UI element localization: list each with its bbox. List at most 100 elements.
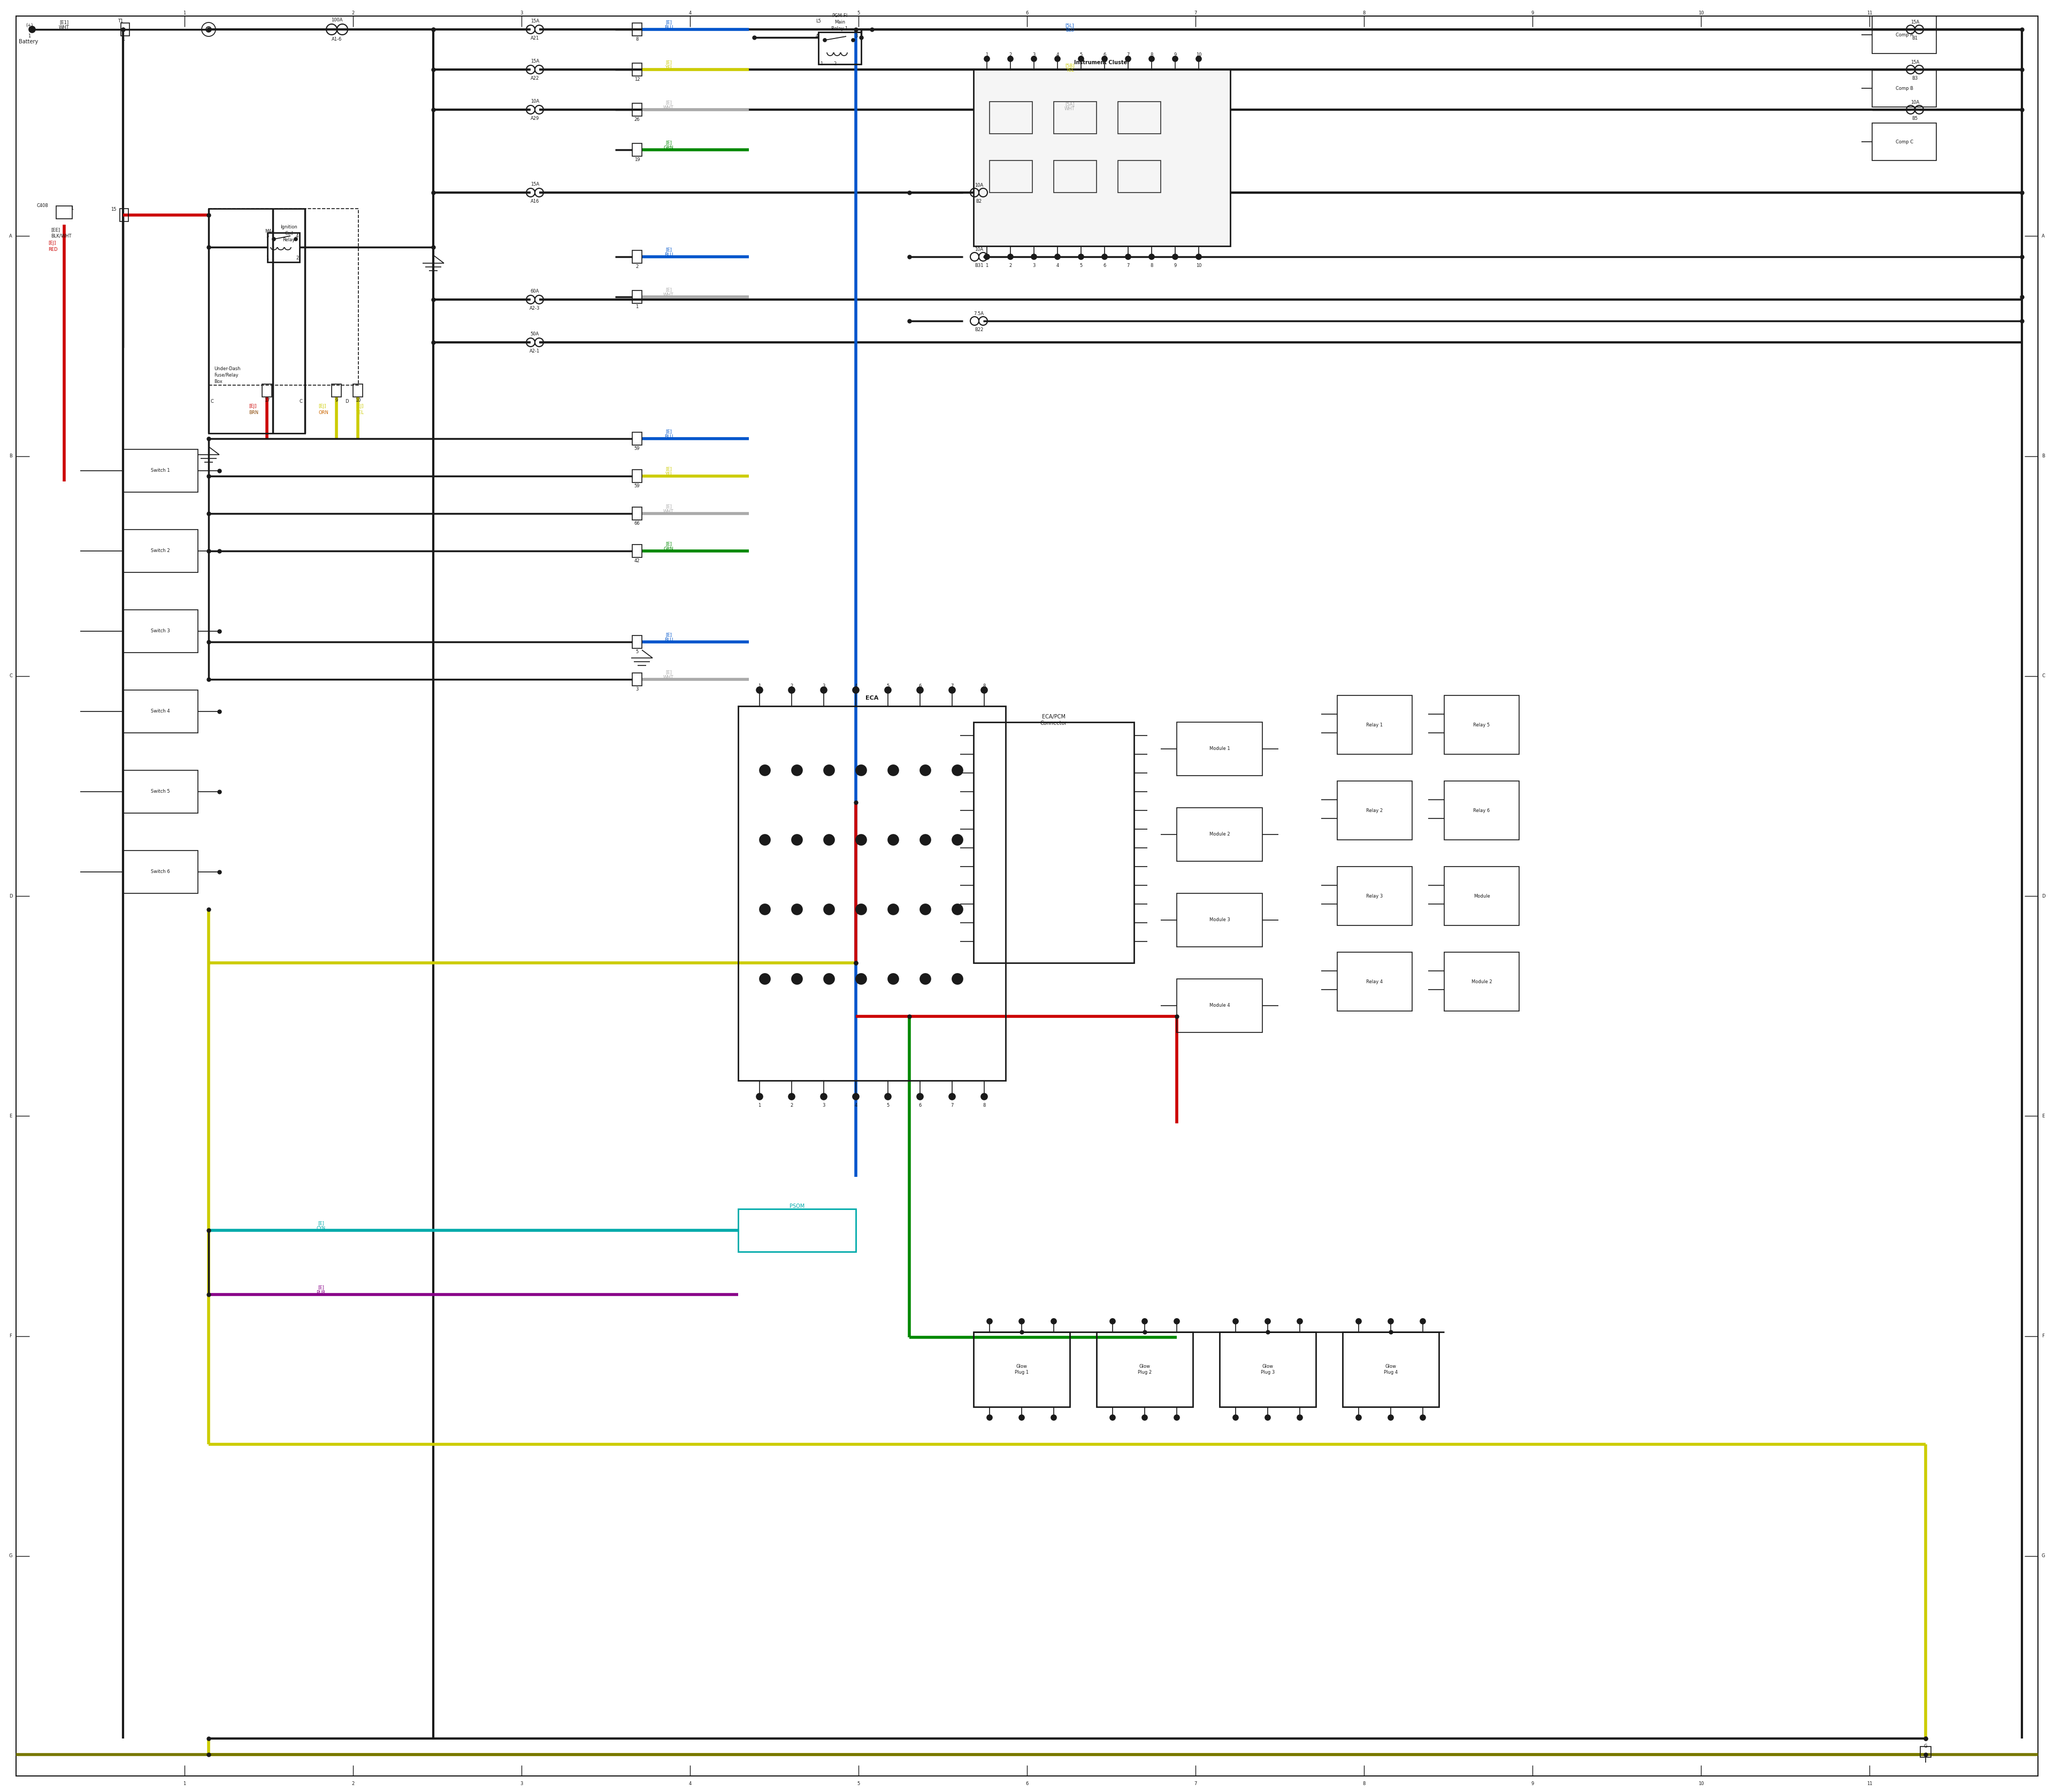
Text: WHT: WHT [663, 676, 674, 679]
Circle shape [1142, 1319, 1148, 1324]
Bar [633, 507, 641, 520]
Bar [1054, 102, 1097, 134]
Text: [E]: [E] [665, 633, 672, 638]
Bar [1220, 1331, 1317, 1407]
Text: [E]: [E] [665, 287, 672, 292]
Bar [1343, 1331, 1440, 1407]
Text: [E]: [E] [665, 428, 672, 434]
Text: 12: 12 [635, 77, 641, 82]
Circle shape [273, 238, 275, 240]
Circle shape [760, 835, 770, 846]
Bar [633, 545, 641, 557]
Text: 10A: 10A [974, 183, 984, 188]
Text: 10A: 10A [530, 99, 540, 104]
Text: ECA: ECA [865, 695, 879, 701]
Text: 1: 1 [820, 61, 824, 66]
Text: 5: 5 [887, 683, 889, 688]
Text: B1: B1 [1912, 36, 1918, 41]
Text: C: C [8, 674, 12, 679]
Circle shape [920, 903, 930, 914]
Circle shape [1031, 254, 1037, 260]
Text: [E]: [E] [665, 20, 672, 25]
Text: ORN: ORN [318, 410, 329, 416]
Text: A22: A22 [530, 75, 540, 81]
Text: Relay 1: Relay 1 [1366, 722, 1382, 728]
Text: 1: 1 [183, 1781, 187, 1787]
Circle shape [920, 973, 930, 984]
Text: (+): (+) [27, 23, 33, 29]
Bar [353, 383, 364, 396]
Text: WHT: WHT [663, 292, 674, 297]
Bar [1871, 124, 1937, 161]
Bar [123, 851, 197, 894]
Circle shape [1419, 1416, 1425, 1421]
Bar [737, 706, 1006, 1081]
Circle shape [1265, 1319, 1269, 1324]
Text: YEL: YEL [355, 410, 364, 416]
Text: YEL: YEL [665, 471, 672, 477]
Circle shape [1419, 1319, 1425, 1324]
Bar [990, 102, 1033, 134]
Bar [633, 290, 641, 303]
Circle shape [1019, 1416, 1025, 1421]
Text: Glow
Plug 4: Glow Plug 4 [1384, 1364, 1397, 1374]
Text: Relay: Relay [283, 238, 296, 242]
Text: [E1]: [E1] [60, 20, 68, 25]
Text: [EJ]: [EJ] [47, 240, 55, 246]
Text: 8: 8 [635, 38, 639, 41]
Circle shape [852, 1093, 859, 1100]
Text: F: F [10, 1333, 12, 1339]
Circle shape [756, 1093, 762, 1100]
Bar [331, 383, 341, 396]
Bar [267, 233, 300, 262]
Text: D: D [2042, 894, 2046, 898]
Text: 15A: 15A [1910, 20, 1918, 25]
Circle shape [1195, 56, 1202, 61]
Text: [E]: [E] [665, 466, 672, 471]
Bar [123, 609, 197, 652]
Circle shape [1232, 1416, 1239, 1421]
Text: B31: B31 [974, 263, 984, 269]
Circle shape [920, 835, 930, 846]
Text: Fuse/Relay: Fuse/Relay [214, 373, 238, 378]
Bar [633, 63, 641, 75]
Circle shape [949, 1093, 955, 1100]
Circle shape [1265, 1416, 1269, 1421]
Text: 5: 5 [857, 11, 861, 16]
Text: 9: 9 [1173, 52, 1177, 57]
Text: Glow
Plug 3: Glow Plug 3 [1261, 1364, 1276, 1374]
Bar [210, 208, 357, 385]
Text: 7: 7 [1193, 11, 1197, 16]
Text: Relay 6: Relay 6 [1473, 808, 1489, 814]
Circle shape [1173, 56, 1177, 61]
Text: [E]: [E] [665, 247, 672, 253]
Text: [EJ]: [EJ] [318, 403, 327, 409]
Text: 4: 4 [854, 683, 857, 688]
Text: ECA/PCM
Connector: ECA/PCM Connector [1039, 715, 1068, 726]
Text: Glow
Plug 1: Glow Plug 1 [1015, 1364, 1029, 1374]
Text: G: G [2042, 1554, 2046, 1559]
Text: WHT: WHT [60, 25, 70, 30]
Bar [121, 23, 129, 36]
Circle shape [1109, 1319, 1115, 1324]
Text: 5: 5 [887, 1104, 889, 1107]
Text: 8: 8 [1362, 1781, 1366, 1787]
Text: 1: 1 [265, 256, 269, 260]
Bar [1871, 16, 1937, 54]
Text: YEL: YEL [665, 65, 672, 70]
Text: Module 1: Module 1 [1210, 747, 1230, 751]
Circle shape [887, 903, 900, 914]
Circle shape [820, 1093, 828, 1100]
Bar [263, 383, 271, 396]
Text: Comp A: Comp A [1896, 32, 1912, 38]
Bar [1097, 1331, 1193, 1407]
Text: PUR: PUR [316, 1290, 325, 1296]
Text: Switch 3: Switch 3 [150, 629, 170, 634]
Text: Module 3: Module 3 [1210, 918, 1230, 923]
Text: 9: 9 [1530, 1781, 1534, 1787]
Text: Main: Main [834, 20, 844, 25]
Text: Module: Module [1473, 894, 1489, 898]
Text: 2: 2 [791, 683, 793, 688]
Circle shape [1056, 254, 1060, 260]
Circle shape [1031, 56, 1037, 61]
